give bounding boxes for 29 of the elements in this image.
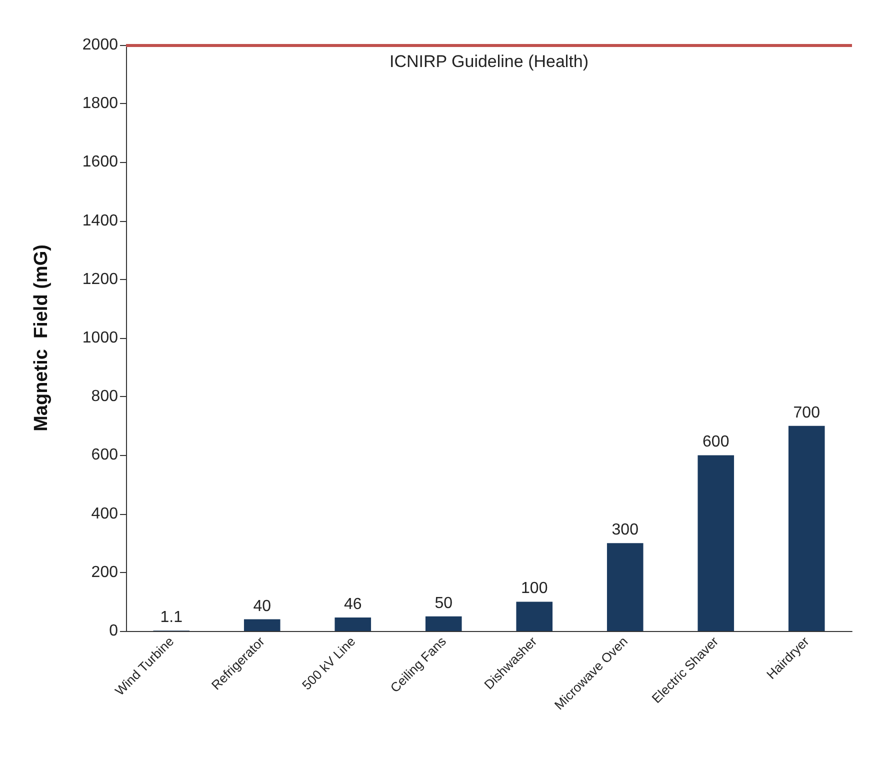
y-tick-label: 1400 (82, 212, 118, 230)
bar (606, 543, 644, 631)
data-label: 40 (253, 598, 272, 615)
y-tick-label: 1200 (82, 270, 118, 288)
y-tick-label: 1600 (82, 154, 118, 171)
y-tick-label: 600 (91, 446, 118, 464)
bar (425, 616, 462, 631)
bar (698, 455, 734, 631)
bar (334, 618, 372, 631)
y-tick-label: 400 (91, 505, 118, 522)
y-tick-label: 2000 (82, 36, 118, 54)
y-tick-label: 800 (91, 388, 118, 406)
y-tick-label: 1000 (82, 330, 118, 346)
x-tick-label: 500 kV Line (299, 634, 358, 693)
data-label: 1.1 (160, 609, 183, 626)
bar (788, 426, 825, 631)
bar (516, 602, 553, 631)
ref-line-label: ICNIRP Guideline (Health) (389, 52, 589, 71)
data-label: 100 (521, 580, 548, 598)
y-tick-label: 200 (91, 564, 118, 581)
data-label: 600 (702, 434, 730, 451)
y-tick-label: 0 (109, 622, 118, 640)
bar (244, 619, 280, 631)
y-tick-label: 1800 (82, 95, 118, 112)
data-label: 300 (612, 522, 639, 539)
data-label: 50 (434, 594, 453, 612)
data-label: 46 (344, 596, 362, 614)
data-label: 700 (793, 404, 820, 422)
y-axis-title: Magnetic Field (mG) (31, 244, 52, 432)
